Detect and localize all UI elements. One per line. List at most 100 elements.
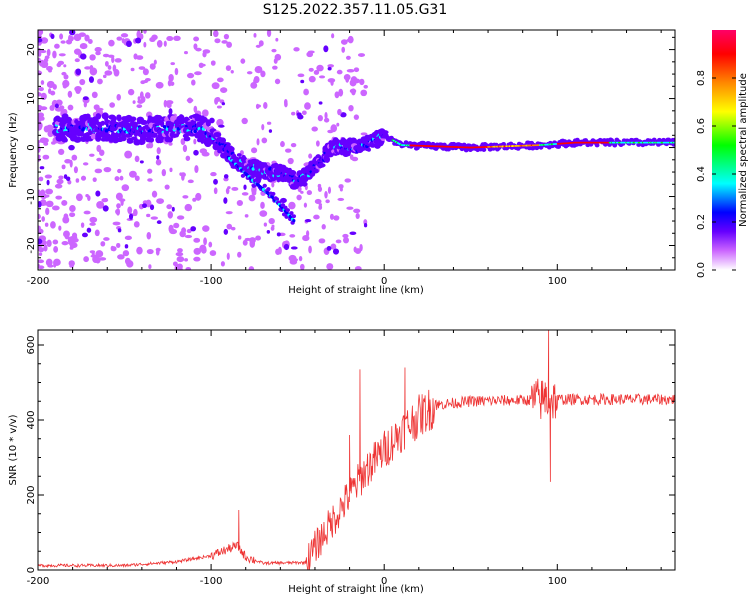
spectrogram-blob <box>209 117 215 124</box>
spectrogram-blob <box>120 199 124 206</box>
spectrogram-blob <box>349 231 357 235</box>
spectrogram-blob <box>225 211 233 215</box>
spectrogram-blob <box>38 247 45 253</box>
spectrogram-blob <box>254 65 263 74</box>
spectrogram-blob <box>167 211 173 219</box>
spectrogram-blob <box>91 251 95 257</box>
spectrogram-blob <box>46 65 53 72</box>
spectrogram-blob <box>313 70 320 75</box>
spectrogram-blob <box>104 197 108 202</box>
spectrogram-blob <box>94 229 100 237</box>
spectrogram-blob <box>77 132 84 137</box>
spectrogram-blob <box>190 119 197 126</box>
spectrogram-blob <box>127 88 135 96</box>
spectrogram-blob <box>38 122 43 130</box>
spectrogram-blob <box>353 246 357 253</box>
spectrogram-blob <box>144 92 151 99</box>
spectrogram-ytick-label: 10 <box>26 92 37 105</box>
spectrogram-blob <box>173 222 180 229</box>
spectrogram-blob <box>74 58 80 63</box>
spectrogram-blob <box>46 179 50 186</box>
spectrogram-blob <box>124 150 133 159</box>
spectrogram-blob <box>54 183 63 189</box>
spectrogram-blob <box>345 55 351 60</box>
spectrogram-blob <box>205 120 211 127</box>
spectrogram-blob <box>109 126 118 132</box>
colorbar-ticks: 0.0 0.2 0.4 0.6 0.8 <box>696 70 736 278</box>
spectrogram-blob <box>59 33 64 40</box>
spectrogram-blob <box>52 50 57 59</box>
spectrogram-blob <box>115 192 123 201</box>
spectrogram-blob <box>94 168 103 174</box>
spectrogram-blob <box>227 186 231 190</box>
colorbar-gradient <box>712 30 736 270</box>
spectrogram-blob <box>283 243 290 251</box>
spectrogram-blob <box>360 132 368 136</box>
spectrogram-blob <box>63 74 69 80</box>
spectrogram-blob <box>58 225 62 231</box>
spectrogram-blob <box>38 31 42 35</box>
spectrogram-blob <box>129 213 134 220</box>
spectrogram-blob <box>156 155 160 160</box>
spectrogram-blob <box>71 154 78 161</box>
spectrogram-blob <box>334 91 340 99</box>
spectrogram-blob <box>223 228 229 235</box>
spectrogram-blob <box>73 136 82 143</box>
spectrogram-blob <box>216 118 224 127</box>
spectrogram-blob <box>332 138 341 144</box>
spectrogram-blob <box>220 261 225 267</box>
spectrogram-blob <box>331 33 335 39</box>
spectrogram-blob <box>306 230 310 237</box>
spectrogram-blob <box>119 175 124 181</box>
spectrogram-blob <box>314 198 322 205</box>
spectrogram-blob <box>351 156 359 162</box>
colorbar-tick-label: 0.8 <box>696 70 707 86</box>
spectrogram-blob <box>253 75 260 84</box>
spectrogram-blob <box>256 179 261 184</box>
spectrogram-blob <box>60 40 66 44</box>
spectrogram-blob <box>143 41 147 48</box>
spectrogram-blob <box>258 40 264 47</box>
spectrogram-blob <box>594 143 600 148</box>
spectrogram-blob <box>95 250 104 258</box>
spectrogram-blob <box>226 223 233 230</box>
spectrogram-blob <box>124 257 131 265</box>
spectrogram-blob <box>318 238 326 244</box>
spectrogram-blob <box>42 156 49 160</box>
spectrogram-blob <box>38 51 42 57</box>
spectrogram-blob <box>337 197 345 201</box>
spectrogram-blob <box>195 47 202 52</box>
spectrogram-blob <box>116 242 121 248</box>
colorbar-label: Normalized spectral amplitude <box>738 73 749 227</box>
spectrogram-blob <box>255 44 261 48</box>
spectrogram-blob <box>218 124 225 128</box>
spectrogram-blob <box>38 252 43 256</box>
spectrogram-blob <box>329 213 334 220</box>
spectrogram-blob <box>316 64 324 72</box>
spectrogram-blob <box>193 237 201 243</box>
spectrogram-blob <box>336 69 343 75</box>
spectrogram-blob <box>303 88 309 96</box>
spectrogram-blob <box>103 167 112 173</box>
spectrogram-blob <box>213 132 222 138</box>
spectrogram-blob <box>323 45 329 53</box>
spectrogram-blob <box>343 236 349 244</box>
spectrogram-blob <box>146 231 152 240</box>
spectrogram-blob <box>149 63 156 70</box>
spectrogram-blob <box>226 41 232 48</box>
figure-title: S125.2022.357.11.05.G31 <box>263 2 448 18</box>
spectrogram-blob <box>249 239 256 248</box>
spectrogram-blob <box>136 104 143 109</box>
spectrogram-blob <box>45 188 54 195</box>
spectrogram-blob <box>251 185 257 194</box>
spectrogram-blob <box>38 235 46 240</box>
spectrogram-blob <box>200 136 205 144</box>
spectrogram-blob <box>366 147 371 152</box>
spectrogram-blob <box>300 190 304 194</box>
spectrogram-blob <box>116 114 122 119</box>
spectrogram-blob <box>185 267 192 270</box>
spectrogram-blob <box>237 161 242 166</box>
spectrogram-blob <box>338 184 344 189</box>
spectrogram-blob <box>38 117 42 123</box>
